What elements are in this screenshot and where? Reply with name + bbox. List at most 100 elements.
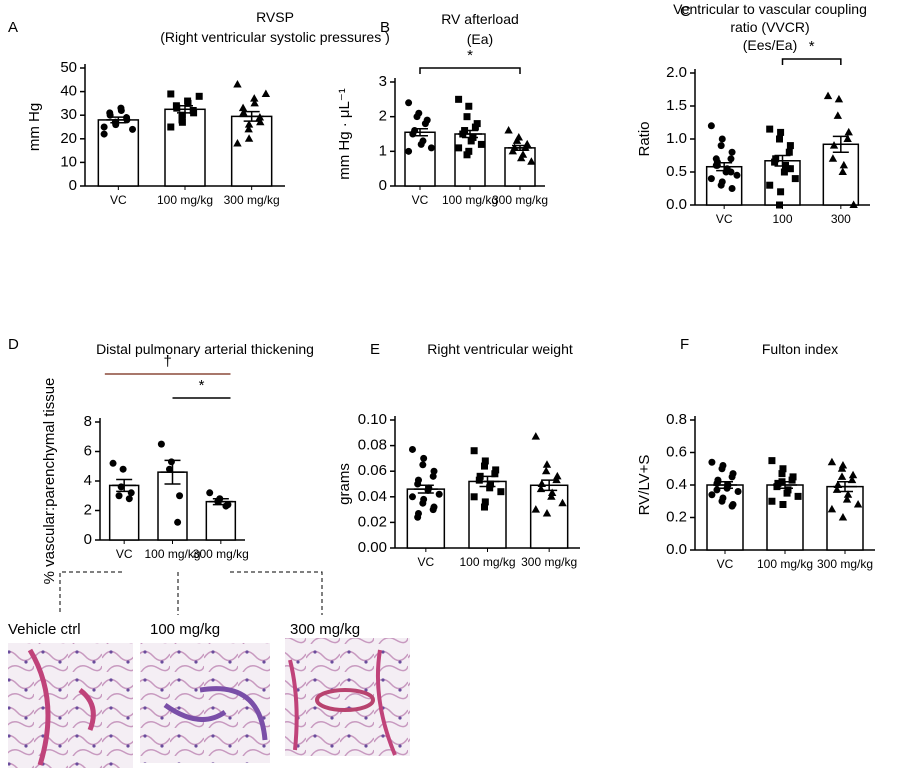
y-tick-label: 1 [379, 142, 387, 159]
data-point [838, 167, 847, 175]
x-tick-label: 100 mg/kg [144, 548, 201, 561]
data-point [178, 116, 186, 124]
x-tick-label-box: 100 mg/kg [757, 558, 813, 571]
data-point [455, 144, 463, 152]
bar [822, 143, 860, 206]
data-point [129, 125, 137, 133]
error-bar [112, 478, 137, 493]
panel-letter: C [680, 3, 691, 20]
data-point [718, 497, 726, 505]
chart-title-box: Ventricular to vascular coupling ratio (… [673, 1, 867, 35]
data-point [408, 493, 416, 501]
data-point [419, 499, 427, 507]
error-bar [239, 110, 264, 122]
data-point [414, 480, 422, 488]
data-point [100, 130, 108, 138]
data-point [174, 518, 182, 526]
y-tick-label: 0.6 [666, 443, 687, 460]
data-point [834, 94, 844, 103]
data-point [256, 117, 265, 126]
error-bar [770, 154, 795, 167]
data-point [239, 108, 248, 116]
data-point [512, 136, 522, 144]
chart-title-box: Fulton index [762, 341, 838, 357]
data-point [250, 94, 259, 102]
chart-subtitle-box: (Ea) [467, 31, 493, 47]
data-point [728, 185, 736, 192]
data-point [843, 490, 853, 498]
data-point [250, 98, 259, 107]
data-point [778, 470, 786, 478]
data-point [531, 505, 541, 513]
data-point [531, 432, 541, 440]
data-point [727, 168, 735, 176]
x-tick-label: 300 mg/kg [491, 194, 549, 207]
data-point [487, 480, 494, 488]
data-point [842, 495, 852, 503]
error-bar [173, 105, 197, 114]
error-bar [458, 129, 482, 139]
bar [205, 500, 237, 541]
data-point [157, 440, 165, 448]
chart-title-box: RV afterload [441, 11, 519, 27]
micrograph-label: Vehicle ctrl [8, 621, 81, 638]
chart-subtitle: (Right ventricular systolic pressures ) [160, 29, 390, 45]
y-tick-label: 1.5 [666, 97, 687, 114]
data-point [463, 151, 471, 159]
x-tick-label-box: 100 mg/kg [441, 194, 499, 207]
data-point [727, 155, 735, 163]
x-tick-label-box: 100 mg/kg [144, 548, 201, 561]
significance-bracket [419, 67, 521, 74]
error-bar [475, 475, 500, 488]
data-point [115, 492, 123, 500]
data-point [206, 489, 214, 497]
data-point [172, 102, 180, 110]
x-tick-label-box: VC [411, 194, 429, 207]
data-point [491, 470, 499, 478]
data-point [776, 201, 783, 209]
micrograph-vessel [315, 688, 375, 712]
significance-label: * [809, 38, 815, 55]
data-point [427, 144, 435, 152]
x-tick-label: 100 mg/kg [441, 194, 499, 207]
y-tick-label: 8 [84, 413, 92, 430]
data-point [178, 111, 186, 119]
data-point [471, 123, 479, 131]
y-axis-label: Ratio [636, 121, 653, 156]
x-tick-label-box: VC [116, 548, 133, 561]
data-point [475, 476, 483, 484]
data-point [100, 123, 108, 131]
data-point [465, 102, 473, 110]
y-tick-label: 0.0 [666, 541, 687, 558]
x-tick-label: VC [411, 194, 429, 207]
data-point [244, 134, 254, 142]
data-point [853, 500, 863, 508]
data-point [106, 109, 114, 117]
connector-lines [59, 571, 323, 615]
data-point [542, 460, 552, 468]
data-point [492, 466, 500, 474]
data-point [414, 513, 422, 521]
error-bar [828, 135, 853, 153]
y-axis-label: mm Hg · μL⁻¹ [336, 88, 353, 180]
data-point [773, 483, 781, 491]
chart-title: RV afterload [441, 11, 519, 27]
data-point [233, 80, 242, 88]
y-tick-label: 40 [60, 83, 77, 100]
x-tick-label: 300 [830, 213, 851, 226]
data-point [419, 461, 427, 469]
data-point [777, 128, 785, 136]
error-bar [712, 162, 737, 172]
data-point [517, 153, 526, 162]
data-point [827, 504, 837, 513]
x-tick-label: 300 mg/kg [192, 548, 249, 561]
micrograph [8, 643, 133, 768]
data-point [780, 168, 788, 176]
data-point [189, 106, 197, 114]
chart-subtitle-box: (Right ventricular systolic pressures ) [160, 29, 390, 45]
micrograph [285, 638, 410, 756]
data-point [766, 125, 774, 133]
x-tick-label: VC [715, 213, 733, 226]
y-tick-label: 0.00 [358, 539, 387, 556]
x-tick-label: VC [109, 194, 127, 207]
